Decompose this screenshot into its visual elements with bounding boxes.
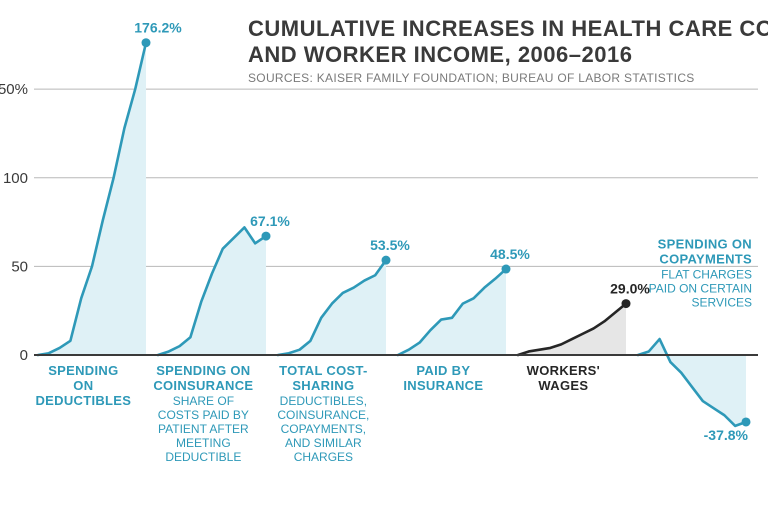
series-area-copay <box>638 339 746 426</box>
series-sub-copay-top-2: SERVICES <box>692 296 752 310</box>
series-label-paidins-1: INSURANCE <box>403 378 483 393</box>
series-sub-coinsurance-2: PATIENT AFTER <box>158 422 249 436</box>
series-marker-coinsurance <box>262 232 271 241</box>
series-label-copay-top-1: COPAYMENTS <box>659 252 752 267</box>
series-sub-coinsurance-4: DEDUCTIBLE <box>165 450 241 464</box>
series-area-wages <box>518 304 626 355</box>
series-sub-coinsurance-1: COSTS PAID BY <box>158 408 249 422</box>
series-label-deductibles-2: DEDUCTIBLES <box>35 393 131 408</box>
series-endlabel-totalcost: 53.5% <box>370 237 410 253</box>
chart-title-line2: AND WORKER INCOME, 2006–2016 <box>248 42 632 67</box>
series-endlabel-coinsurance: 67.1% <box>250 213 290 229</box>
series-label-wages-0: WORKERS' <box>527 363 600 378</box>
series-endlabel-paidins: 48.5% <box>490 246 530 262</box>
series-sub-copay-top-0: FLAT CHARGES <box>661 268 752 282</box>
series-label-totalcost-0: TOTAL COST- <box>279 363 368 378</box>
series-sub-totalcost-1: COINSURANCE, <box>277 408 369 422</box>
chart-root: 0 50 100 150% CUMULATIVE INCREASES IN HEALTH… <box>0 0 768 522</box>
series-label-deductibles-1: ON <box>73 378 93 393</box>
series-area-totalcost <box>278 260 386 355</box>
series-label-coinsurance-1: COINSURANCE <box>153 378 253 393</box>
series-sub-totalcost-4: CHARGES <box>294 450 353 464</box>
ytick-label-50: 50 <box>11 258 28 275</box>
series-endlabel-copay: -37.8% <box>704 427 749 443</box>
series-endlabel-wages: 29.0% <box>610 281 650 297</box>
series-endlabel-deductibles: 176.2% <box>134 20 182 36</box>
ytick-label-150: 150% <box>0 81 28 98</box>
series-label-copay-top-0: SPENDING ON <box>658 237 752 252</box>
series-label-paidins-0: PAID BY <box>416 363 470 378</box>
series-marker-copay <box>742 417 751 426</box>
series-sub-totalcost-3: AND SIMILAR <box>285 436 362 450</box>
series-area-coinsurance <box>158 227 266 355</box>
series-label-wages-1: WAGES <box>538 378 588 393</box>
series-sub-coinsurance-0: SHARE OF <box>173 394 234 408</box>
series-label-deductibles-0: SPENDING <box>48 363 118 378</box>
series-sub-copay-top-1: PAID ON CERTAIN <box>649 282 752 296</box>
series-label-totalcost-1: SHARING <box>292 378 354 393</box>
series-marker-deductibles <box>142 38 151 47</box>
chart-subtitle: SOURCES: KAISER FAMILY FOUNDATION; BUREA… <box>248 71 695 85</box>
series-sub-coinsurance-3: MEETING <box>176 436 231 450</box>
chart-title-line1: CUMULATIVE INCREASES IN HEALTH CARE COST… <box>248 16 768 41</box>
series-marker-wages <box>622 299 631 308</box>
series-sub-totalcost-0: DEDUCTIBLES, <box>280 394 367 408</box>
ytick-label-0: 0 <box>20 347 28 364</box>
series-label-coinsurance-0: SPENDING ON <box>156 363 250 378</box>
series-marker-paidins <box>502 265 511 274</box>
series-sub-totalcost-2: COPAYMENTS, <box>281 422 367 436</box>
ytick-label-100: 100 <box>3 170 28 187</box>
series-marker-totalcost <box>382 256 391 265</box>
